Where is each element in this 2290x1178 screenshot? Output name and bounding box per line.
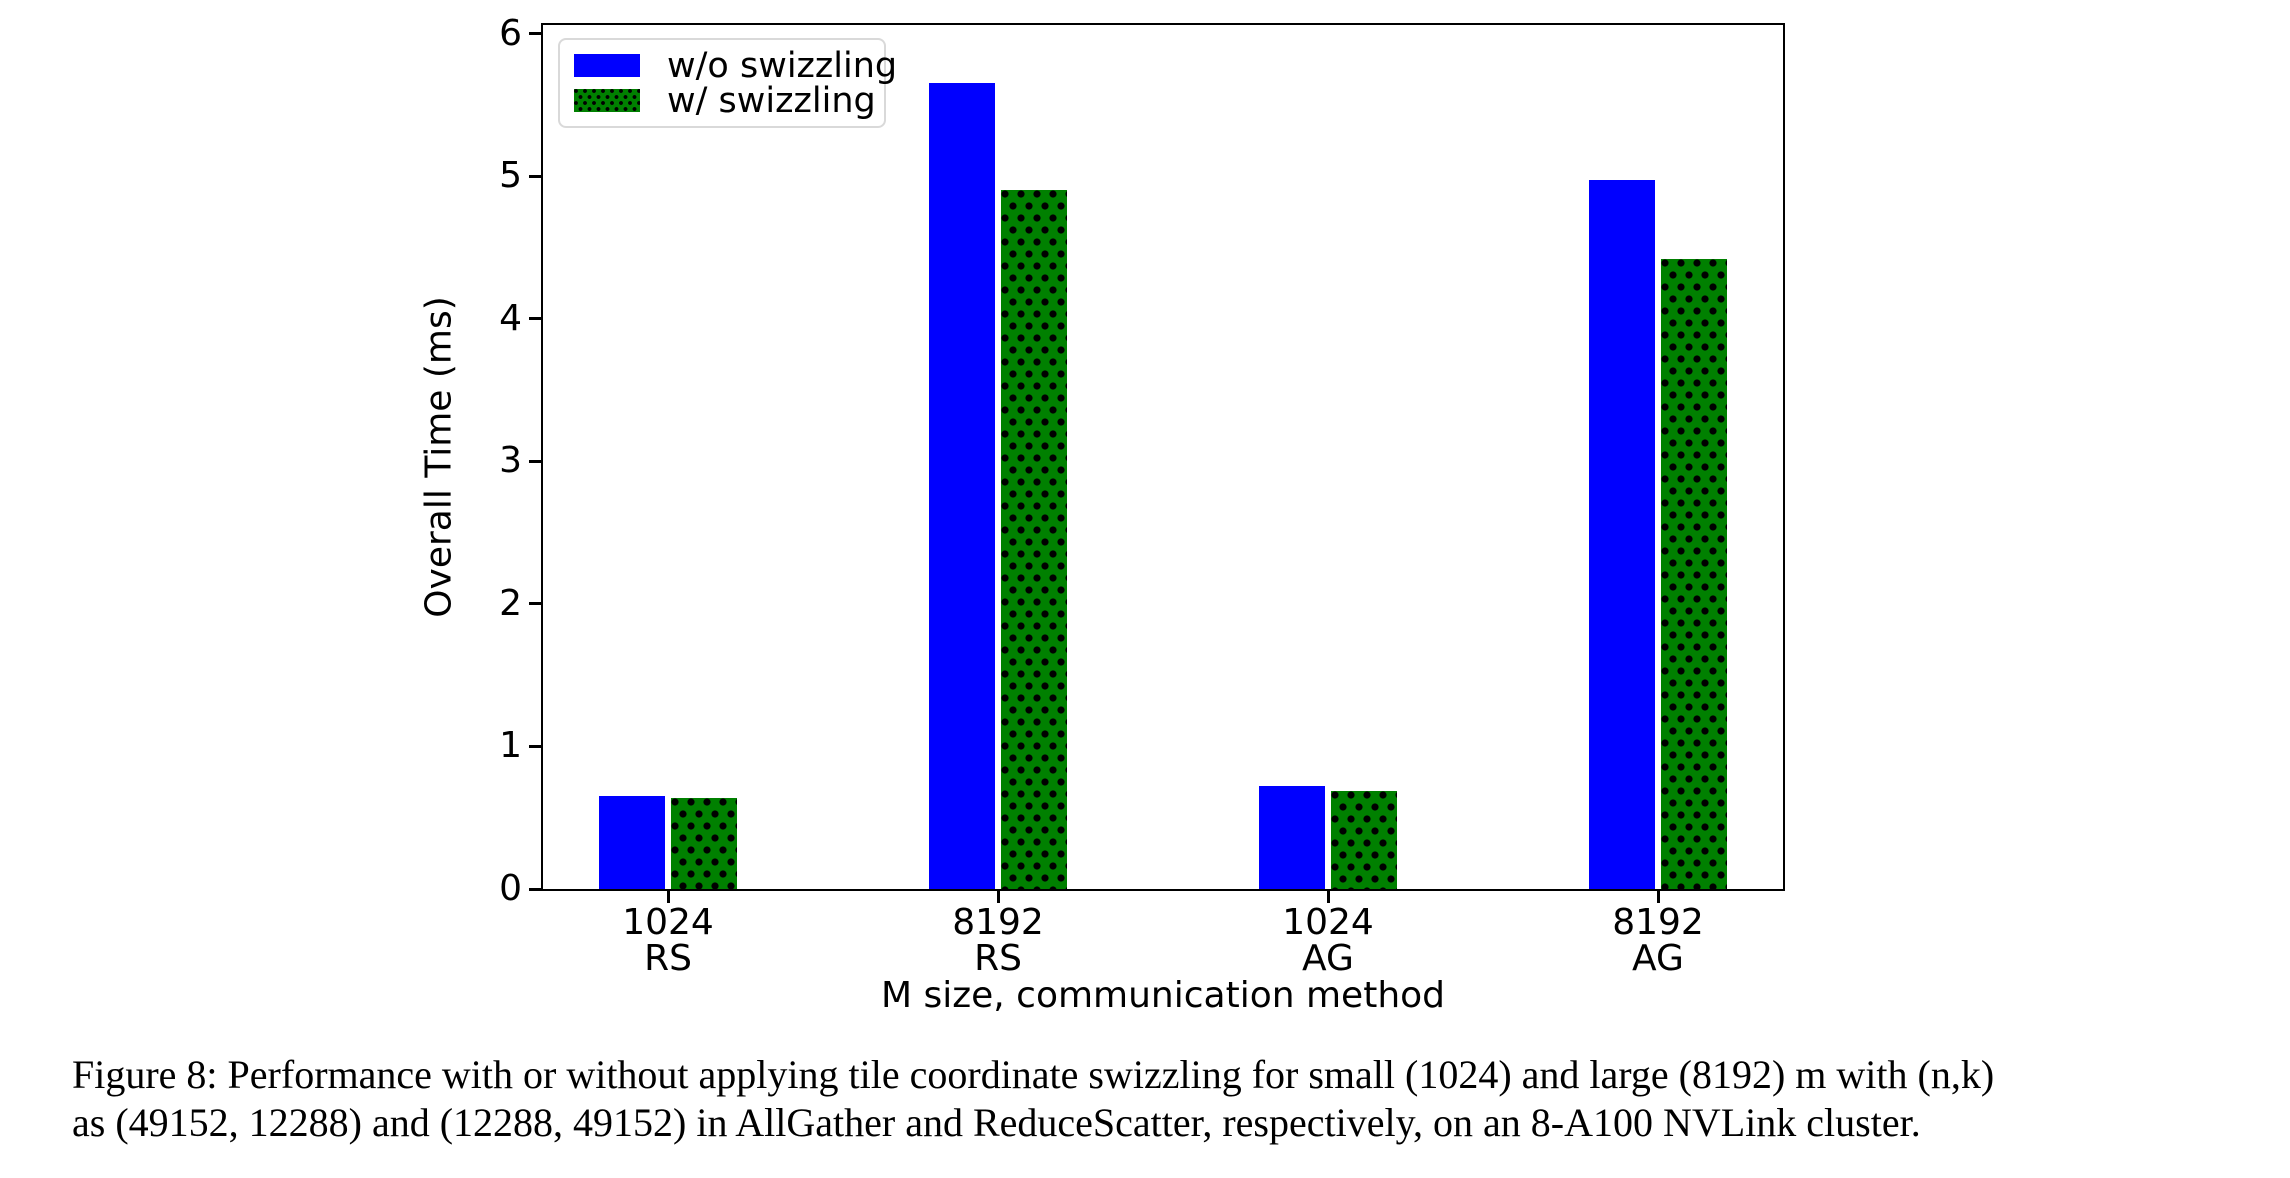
x-tick-label-1024-RS: 1024 RS (588, 905, 748, 977)
plot-area: Overall Time (ms) M size, communication … (419, 13, 1785, 1016)
y-tick-mark-4 (529, 317, 541, 321)
y-tick-label-6: 6 (499, 12, 522, 54)
x-tick-label-line: AG (1632, 938, 1684, 979)
bar-w-o-swizzling-8192-AG (1589, 180, 1655, 889)
x-tick-label-line: AG (1302, 938, 1354, 979)
legend-entry-w-o-swizzling: w/o swizzling (574, 46, 897, 86)
y-tick-label-4: 4 (499, 297, 522, 339)
bar-w-swizzling-1024-AG (1331, 790, 1397, 889)
y-tick-label-0: 0 (499, 868, 522, 909)
legend-entry-w-swizzling: w/ swizzling (574, 81, 884, 121)
x-tick-label-line: RS (974, 938, 1022, 979)
y-tick-label-3: 3 (499, 440, 522, 482)
y-tick-mark-0 (529, 887, 541, 891)
bar-w-swizzling-8192-AG (1661, 258, 1727, 889)
figure-caption: Figure 8: Performance with or without ap… (72, 1051, 1994, 1147)
x-tick-label-1024-AG: 1024 AG (1248, 905, 1408, 977)
x-tick-mark-1024-RS (666, 891, 670, 903)
legend-swatch (574, 54, 640, 77)
x-tick-label-line: 8192 (952, 902, 1044, 943)
y-tick-mark-6 (529, 32, 541, 36)
x-tick-mark-1024-AG (1326, 891, 1330, 903)
caption-line-1: Figure 8: Performance with or without ap… (72, 1052, 1995, 1097)
y-tick-label-1: 1 (499, 725, 522, 767)
bar-w-o-swizzling-1024-AG (1259, 786, 1325, 889)
y-tick-label-5: 5 (499, 155, 522, 197)
y-tick-label-2: 2 (499, 582, 522, 624)
bar-w-o-swizzling-1024-RS (599, 796, 665, 889)
y-tick-mark-3 (529, 459, 541, 463)
x-tick-label-line: 1024 (622, 902, 714, 943)
legend-swatch (574, 89, 640, 112)
x-axis-label: M size, communication method (880, 975, 1446, 1016)
caption-line-2: as (49152, 12288) and (12288, 49152) in … (72, 1100, 1921, 1145)
bar-w-swizzling-8192-RS (1001, 190, 1067, 889)
y-tick-mark-2 (529, 602, 541, 606)
legend-label: w/ swizzling (667, 80, 876, 121)
x-tick-label-8192-RS: 8192 RS (918, 905, 1078, 977)
bar-w-o-swizzling-8192-RS (929, 83, 995, 889)
x-tick-label-line: 1024 (1282, 902, 1374, 943)
bar-w-swizzling-1024-RS (671, 797, 737, 889)
y-tick-mark-1 (529, 744, 541, 748)
x-tick-mark-8192-AG (1656, 891, 1660, 903)
x-tick-label-line: RS (644, 938, 692, 979)
y-tick-mark-5 (529, 174, 541, 178)
x-tick-label-line: 8192 (1612, 902, 1704, 943)
legend-label: w/o swizzling (667, 45, 898, 86)
x-tick-label-8192-AG: 8192 AG (1578, 905, 1738, 977)
legend: w/o swizzling w/ swizzling (558, 38, 897, 128)
x-tick-mark-8192-RS (996, 891, 1000, 903)
